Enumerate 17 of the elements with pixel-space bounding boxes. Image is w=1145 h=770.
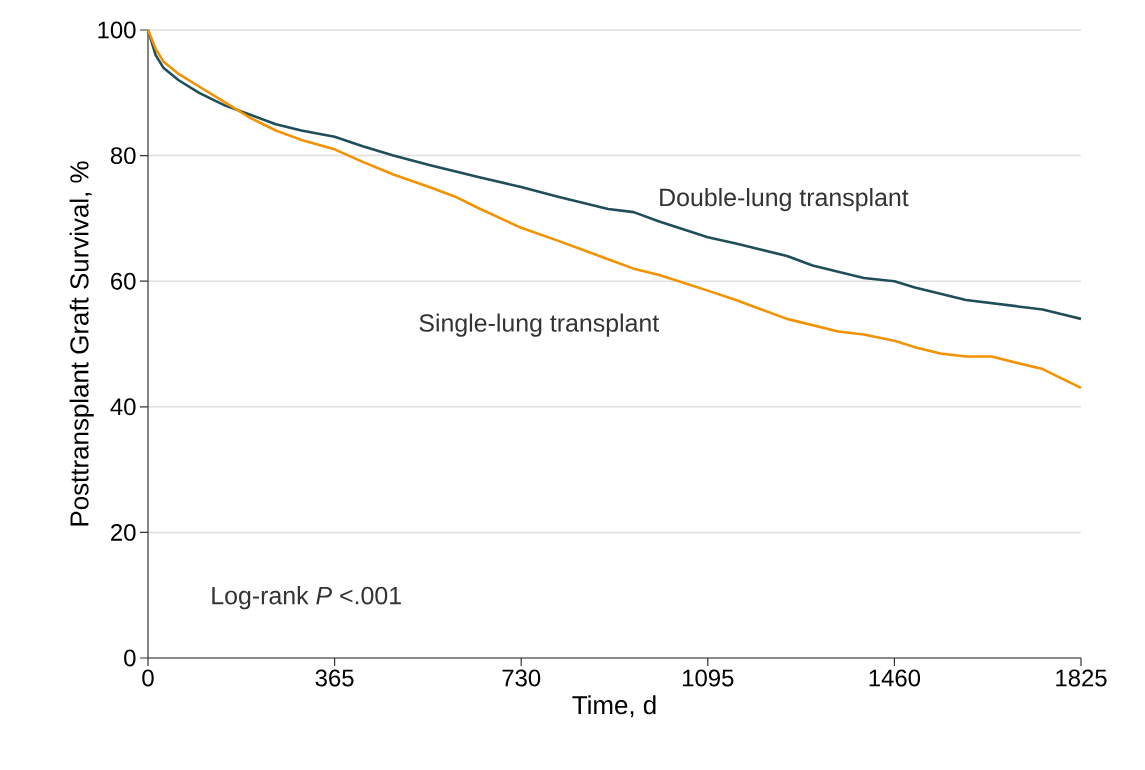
y-axis-title: Posttransplant Graft Survival, %	[69, 161, 94, 526]
x-tick-label: 1460	[869, 669, 921, 687]
series-label: Double-lung transplant	[660, 187, 909, 212]
x-tick-label: 365	[315, 669, 354, 687]
y-tick-label: 60	[111, 272, 136, 290]
y-tick-label: 0	[124, 649, 136, 667]
x-tick-label: 1825	[1056, 669, 1107, 687]
x-tick-label: 1095	[683, 669, 734, 687]
x-axis-title: Time, d	[572, 695, 656, 718]
series-label: Single-lung transplant	[419, 313, 660, 337]
y-tick-label: 80	[110, 147, 136, 165]
x-tick-label: 730	[502, 669, 541, 687]
annotation: Log-rank P <.001	[212, 586, 401, 610]
y-tick-label: 40	[110, 398, 136, 416]
y-tick-label: 100	[98, 21, 136, 39]
x-tick-label: 0	[142, 669, 154, 687]
y-tick-label: 20	[111, 523, 136, 541]
